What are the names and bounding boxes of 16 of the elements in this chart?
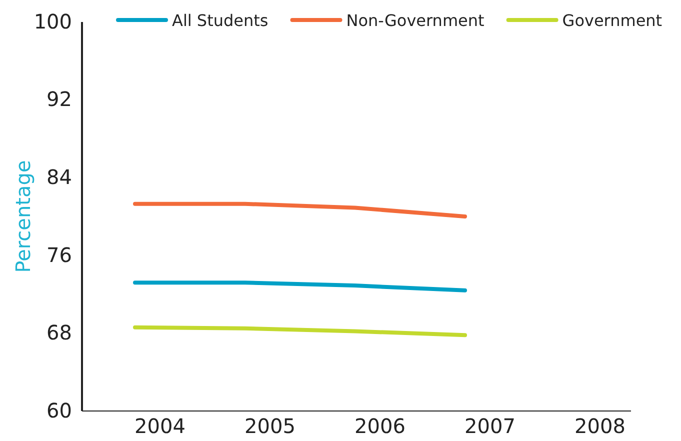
line-series <box>133 325 467 338</box>
y-tick-label: 84 <box>46 165 72 189</box>
x-tick-label: 2008 <box>574 414 626 438</box>
y-tick-label: 68 <box>46 320 72 345</box>
y-tick-label: 76 <box>46 242 72 267</box>
x-tick-label: 2006 <box>354 414 406 438</box>
x-tick-label: 2004 <box>134 414 186 438</box>
y-tick-label: 92 <box>46 87 72 112</box>
y-tick-label: 60 <box>46 398 72 422</box>
y-tick-label: 100 <box>34 9 72 34</box>
y-axis-title: Percentage <box>11 160 35 273</box>
legend-label: Non-Government <box>346 11 484 30</box>
x-tick-label: 2005 <box>244 414 296 438</box>
legend-label: Government <box>562 11 662 30</box>
x-tick-label: 2007 <box>464 414 516 438</box>
legend-label: All Students <box>172 11 268 30</box>
